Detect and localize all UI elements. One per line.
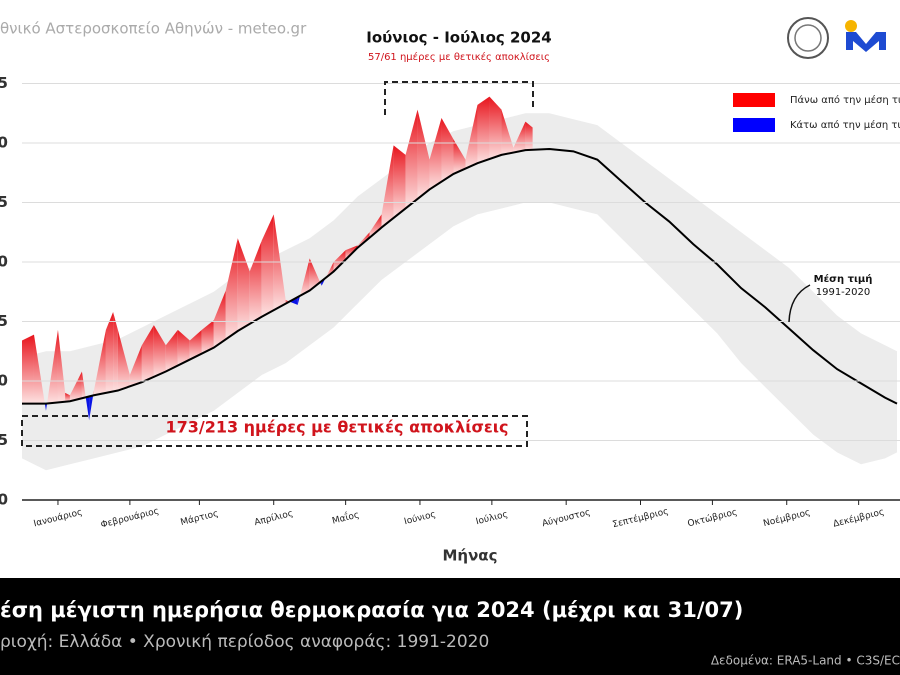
below-mean-fill (45, 403, 48, 411)
above-mean-fill (225, 238, 238, 340)
above-mean-fill (381, 145, 394, 228)
y-tick-label: 5 (0, 431, 8, 449)
legend-label: Κάτω από την μέση τιμ (790, 119, 900, 131)
above-mean-fill (22, 334, 34, 404)
mean-annotation-period: 1991-2020 (816, 287, 871, 298)
summer-box (384, 81, 534, 115)
plot-area: 0 5 10 15 20 25 30 35 Ιανουάριος Φεβρουάριος Μάρτι… (0, 74, 900, 531)
below-mean-fill (321, 277, 326, 286)
above-mean-fill (405, 109, 418, 209)
y-tick-label: 15 (0, 312, 8, 330)
above-mean-fill (325, 262, 334, 278)
y-tick-label: 0 (0, 491, 8, 509)
year-note: 173/213 ημέρες με θετικές αποκλίσεις (165, 418, 508, 437)
above-mean-fill (69, 371, 82, 402)
y-tick-label: 25 (0, 193, 8, 211)
chart-title: έση μέγιστη ημερήσια θερμοκρασία για 202… (0, 598, 743, 622)
x-tick-label: Μάρτιος (180, 509, 220, 528)
x-tick-label: Ιανουάριος (33, 508, 84, 530)
above-mean-fill (261, 214, 274, 317)
x-tick-label: Σεπτέμβριος (611, 506, 669, 531)
above-mean-fill (165, 329, 178, 372)
above-mean-fill (429, 118, 442, 190)
above-mean-fill (441, 118, 454, 182)
above-mean-fill (201, 320, 214, 354)
mean-line (22, 147, 898, 405)
above-mean-fill (465, 104, 478, 169)
above-mean-fill (141, 325, 154, 383)
legend-swatch (733, 118, 775, 132)
x-tick-label: Απρίλιος (253, 509, 294, 528)
above-mean-fill (129, 345, 142, 387)
above-mean-fill (309, 258, 321, 291)
above-mean-fill (393, 145, 406, 218)
x-tick-label: Μαΐος (331, 508, 361, 526)
above-mean-fill (369, 214, 382, 238)
y-tick-label: 35 (0, 74, 8, 92)
above-mean-fill (189, 329, 202, 360)
above-mean-fill (33, 334, 45, 404)
annotation-arrow (788, 284, 811, 323)
x-tick-label: Αύγουστος (541, 507, 592, 530)
above-mean-fill (237, 238, 250, 332)
x-tick-label: Ιούνιος (403, 509, 437, 527)
footer (0, 578, 900, 675)
logos (787, 17, 886, 59)
above-mean-fill (93, 329, 106, 396)
x-tick-label: Νοέμβριος (762, 507, 811, 529)
summer-note: 57/61 ημέρες με θετικές αποκλίσεις (368, 51, 550, 63)
above-mean-fill (177, 329, 190, 366)
above-mean-fill (300, 258, 310, 296)
summer-title: Ιούνιος - Ιούλιος 2024 (366, 29, 551, 47)
above-mean-fill (213, 290, 226, 348)
above-mean-fill (477, 96, 490, 164)
above-mean-fill (417, 109, 430, 199)
legend-label: Πάνω από την μέση τιμ (790, 94, 900, 106)
y-tick-label: 30 (0, 134, 8, 152)
mean-annotation: Μέση τιμή (814, 273, 873, 285)
header-left: θνικό Αστεροσκοπείο Αθηνών - meteo.gr (0, 20, 307, 38)
x-axis-label: Μήνας (442, 547, 497, 565)
above-mean-fill (453, 139, 466, 174)
above-mean-fill (513, 121, 526, 153)
legend-swatch (733, 93, 775, 107)
source: Δεδομένα: ERA5-Land • C3S/EC (711, 654, 900, 668)
above-mean-fill (65, 392, 70, 402)
x-tick-label: Ιούλιος (475, 509, 509, 528)
x-tick-label: Δεκέμβριος (832, 506, 885, 529)
above-mean-fill (489, 96, 502, 160)
above-mean-fill (105, 311, 114, 393)
above-mean-fill (333, 250, 346, 272)
above-mean-fill (81, 371, 86, 399)
below-mean-fill (85, 396, 90, 421)
y-tick-label: 20 (0, 253, 8, 271)
above-mean-fill (47, 329, 58, 404)
year-box (21, 415, 528, 447)
x-tick-label: Φεβρουάριος (100, 506, 160, 530)
below-mean-fill (89, 395, 94, 421)
above-mean-fill (357, 232, 370, 248)
above-mean-fill (249, 240, 262, 324)
plot-clip (22, 96, 898, 471)
below-mean-fill (297, 295, 301, 305)
x-tick-label: Οκτώβριος (687, 507, 739, 530)
above-mean-fill (117, 329, 130, 391)
chart-subtitle: ριοχή: Ελλάδα • Χρονική περίοδος αναφορά… (0, 632, 489, 652)
above-mean-fill (57, 329, 66, 403)
above-mean-fill (93, 390, 94, 396)
above-mean-fill (501, 109, 514, 155)
below-mean-fill (44, 403, 46, 411)
y-tick-label: 10 (0, 372, 8, 390)
above-mean-fill (153, 325, 166, 377)
above-mean-fill (113, 311, 118, 392)
